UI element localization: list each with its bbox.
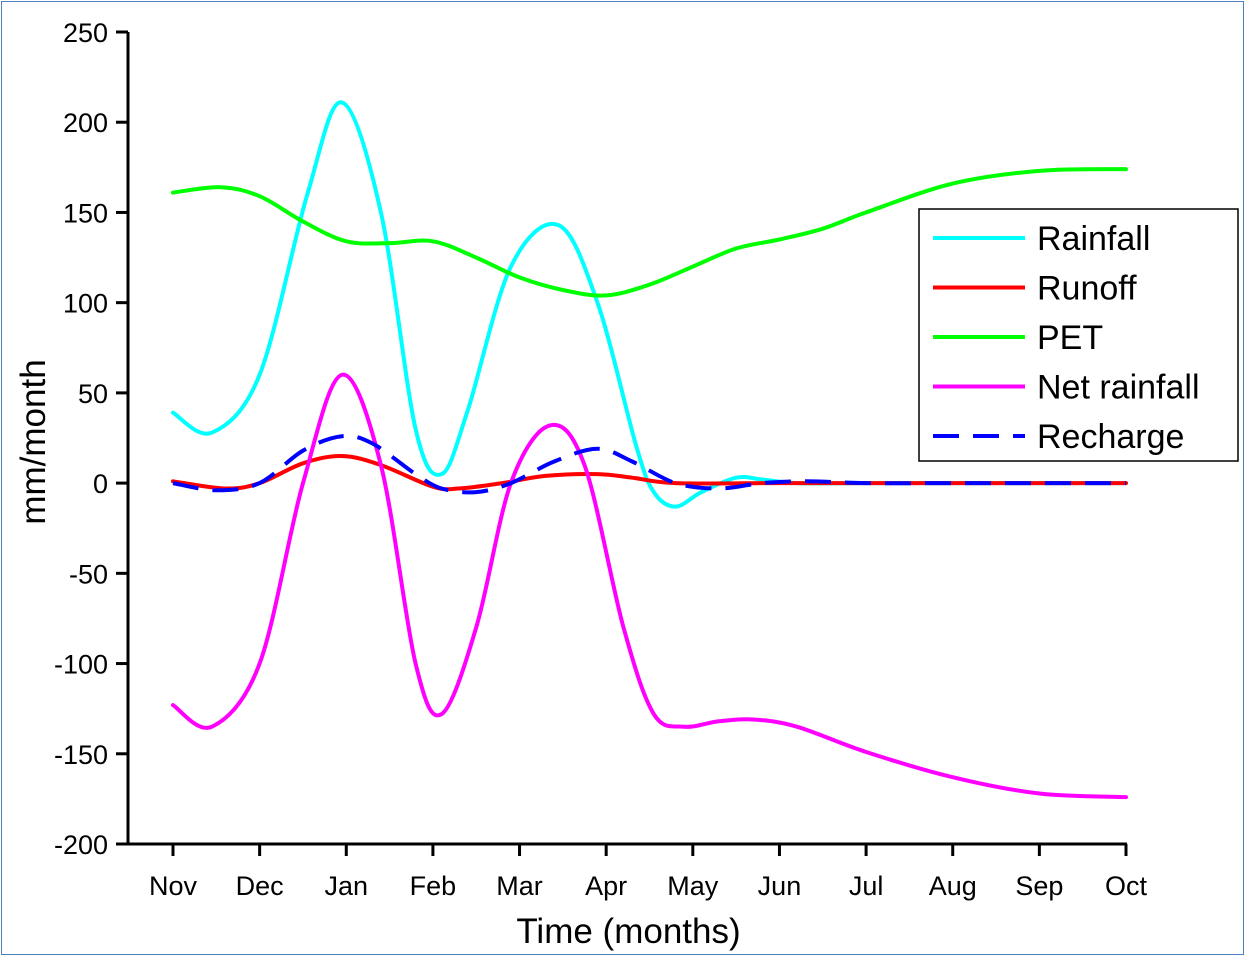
x-tick-label: Sep [1015, 871, 1063, 901]
series-line-net-rainfall [171, 372, 1128, 800]
legend-label-net-rainfall: Net rainfall [1037, 369, 1200, 407]
y-tick-label: 250 [63, 18, 108, 48]
series-line-pet [171, 167, 1128, 298]
y-tick-label: -200 [54, 830, 108, 860]
x-tick-label: Nov [149, 871, 198, 901]
y-tick-label: 200 [63, 108, 108, 138]
y-tick-label: -50 [69, 559, 108, 589]
x-tick-label: Dec [236, 871, 284, 901]
legend-label-pet: PET [1037, 319, 1103, 357]
x-tick-label: Jan [324, 871, 368, 901]
y-tick-label: -100 [54, 650, 108, 680]
y-axis-title: mm/month [14, 359, 53, 524]
x-tick-label: Aug [929, 871, 977, 901]
series-line-recharge [172, 433, 1126, 495]
x-tick-label: Jul [849, 871, 884, 901]
series-layer [171, 100, 1128, 800]
axes: -200 -150 -100 -50 0 50 100 150 200 250 Nov Dec Jan F… [54, 18, 1148, 901]
x-axis-title: Time (months) [516, 912, 740, 951]
legend-label-recharge: Recharge [1037, 418, 1184, 456]
x-tick-label: Apr [585, 871, 627, 901]
y-tick-label: 0 [93, 469, 108, 499]
y-tick-label: 50 [78, 379, 108, 409]
legend: Rainfall Runoff PET Net rainfall Recharge [918, 208, 1239, 462]
legend-label-runoff: Runoff [1037, 270, 1137, 308]
y-tick-label: -150 [54, 740, 108, 770]
y-tick-label: 100 [63, 289, 108, 319]
legend-label-rainfall: Rainfall [1037, 220, 1150, 258]
x-tick-label: Jun [758, 871, 802, 901]
x-tick-label: Oct [1105, 871, 1148, 901]
x-tick-label: Mar [496, 871, 543, 901]
x-tick-label: May [667, 871, 719, 901]
x-tick-label: Feb [410, 871, 457, 901]
y-tick-label: 150 [63, 198, 108, 228]
